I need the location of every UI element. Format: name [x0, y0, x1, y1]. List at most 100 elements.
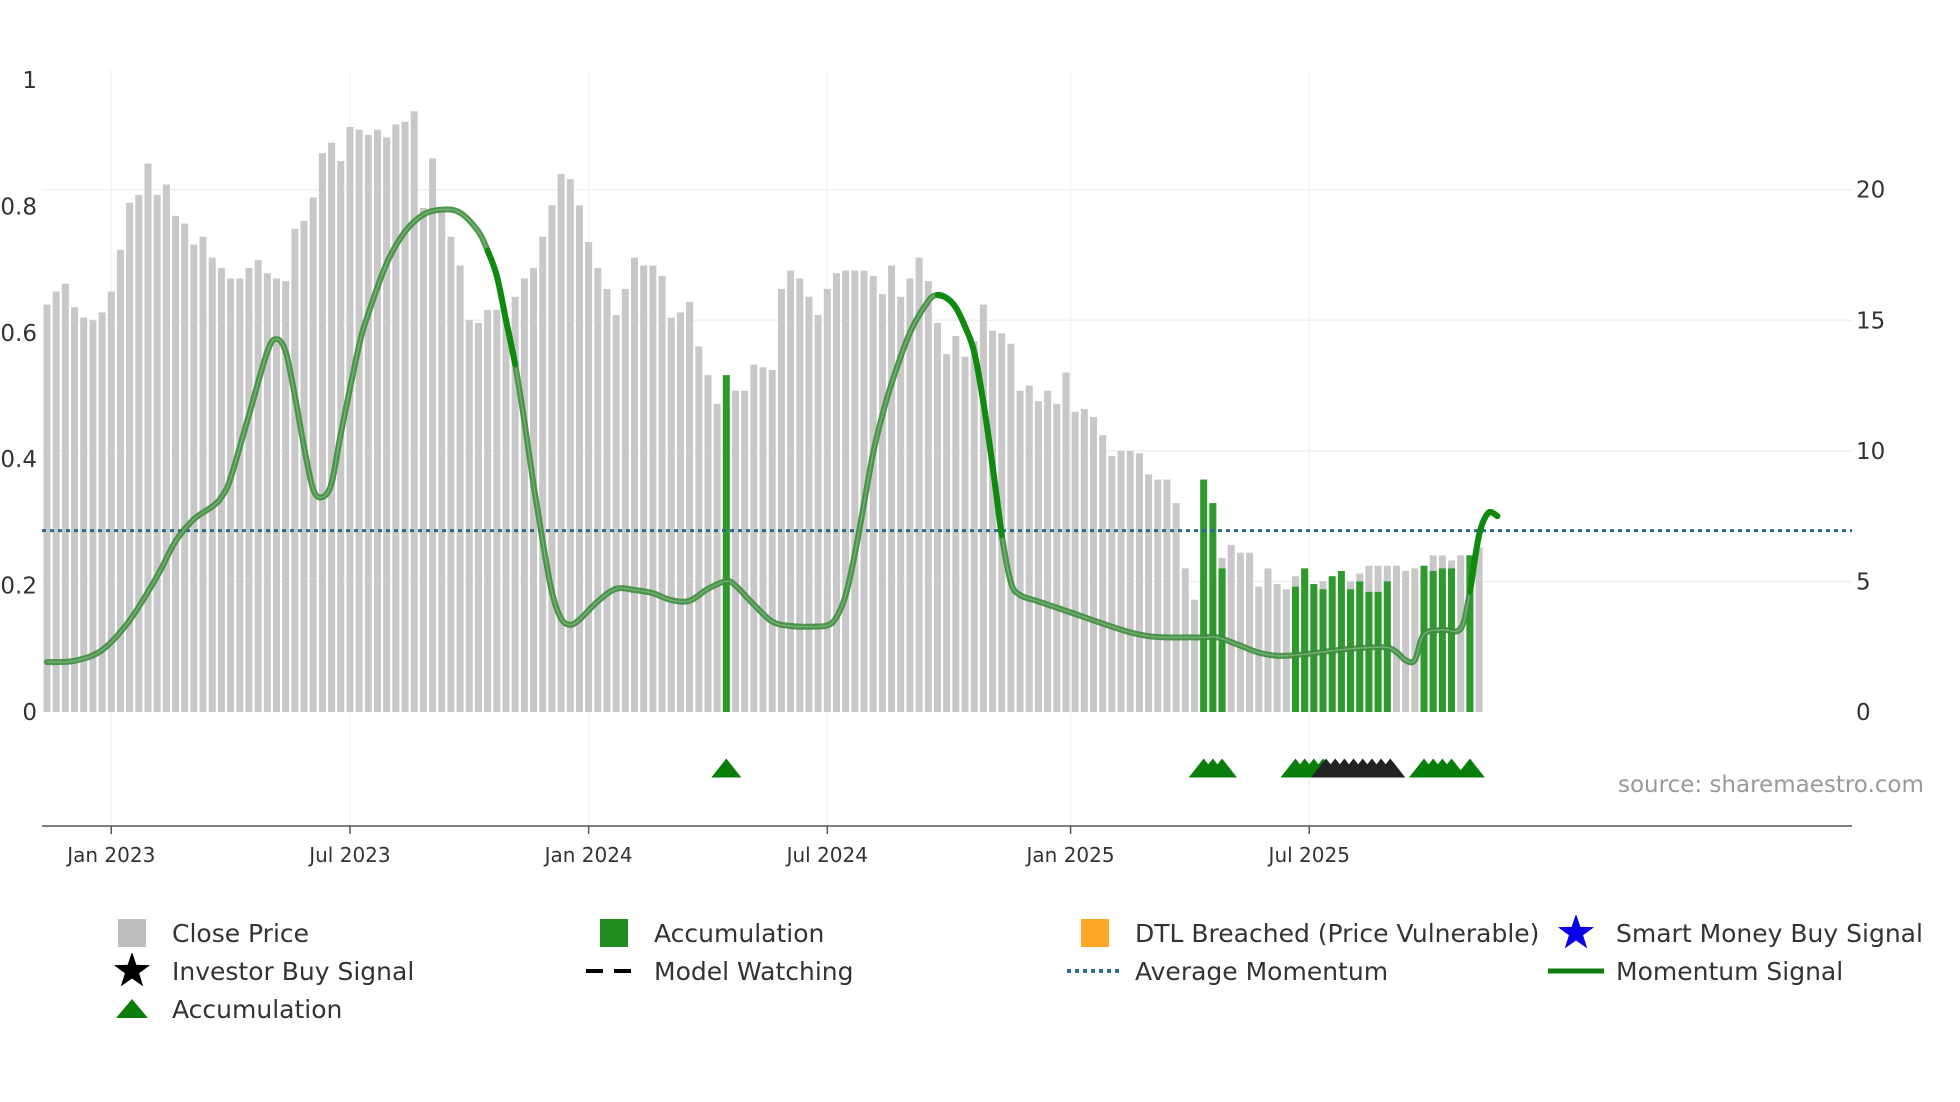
close-price-bar [943, 354, 951, 712]
close-price-bar [1172, 503, 1180, 712]
x-tick-label: Jul 2024 [785, 843, 868, 867]
close-price-bar [383, 137, 391, 713]
close-price-bar [1080, 409, 1088, 712]
close-price-bar [814, 315, 822, 712]
close-price-bar [1117, 450, 1125, 712]
close-price-bar [144, 163, 152, 712]
left-axis-tick-label: 1 [22, 68, 37, 94]
close-price-bar [961, 356, 969, 712]
right-axis-tick-label: 0 [1856, 700, 1871, 726]
close-price-bar [273, 278, 280, 712]
close-price-bar [43, 304, 51, 712]
close-price-bar [640, 265, 648, 712]
close-price-bar [1282, 589, 1290, 712]
triangle-icon [100, 991, 164, 1027]
legend-item: Investor Buy Signal [100, 953, 414, 989]
close-price-bar [548, 205, 556, 712]
legend-label: Model Watching [654, 956, 854, 986]
left-axis-tick-label: 0.8 [0, 194, 37, 220]
close-price-bar [392, 124, 400, 712]
close-price-bar [254, 260, 262, 712]
legend-item: DTL Breached (Price Vulnerable) [1063, 915, 1539, 951]
left-axis-tick-label: 0 [22, 700, 37, 726]
solid-line-icon [1544, 953, 1608, 989]
close-price-bar [1071, 411, 1079, 712]
legend-label: Average Momentum [1135, 956, 1389, 986]
close-price-bar [208, 257, 216, 712]
close-price-bar [924, 281, 932, 712]
close-price-bar [741, 390, 749, 712]
close-price-bar [520, 278, 528, 712]
momentum-signal-strong-segment [1466, 509, 1501, 595]
close-price-bar [676, 312, 684, 712]
close-price-bar [227, 278, 235, 712]
legend-label: Smart Money Buy Signal [1616, 918, 1923, 948]
accumulation-bar [722, 375, 730, 712]
close-price-bar [456, 265, 464, 712]
close-price-bar [181, 223, 189, 713]
close-price-bar [52, 291, 60, 712]
x-tick-label: Jul 2025 [1267, 843, 1350, 867]
close-price-bar [732, 390, 739, 712]
legend-item: Close Price [100, 915, 309, 951]
source-label: source: sharemaestro.com [1618, 772, 1924, 798]
close-price-bar [135, 194, 143, 713]
close-price-bar [199, 236, 207, 712]
momentum-signal-strong-segment [934, 291, 1005, 538]
close-price-bars [43, 111, 1483, 713]
star-icon [1544, 915, 1608, 951]
close-price-bar [612, 315, 620, 712]
close-price-bar [851, 270, 859, 712]
accumulation-bar [1438, 568, 1446, 712]
close-price-bar [667, 317, 675, 712]
close-price-bar [1255, 586, 1263, 712]
close-price-bar [631, 257, 639, 712]
close-price-bar [116, 249, 124, 712]
close-price-bar [346, 127, 354, 713]
close-price-bar [796, 278, 804, 712]
close-price-bar [401, 121, 409, 712]
close-price-bar [888, 265, 896, 712]
close-price-bar [842, 270, 850, 712]
close-price-bar [575, 205, 583, 712]
momentum-signal-strong-segment [484, 247, 519, 368]
close-price-bar [318, 153, 326, 712]
close-price-bar [869, 275, 877, 712]
close-price-bar [1163, 479, 1171, 712]
close-price-bar [621, 288, 629, 712]
close-price-bar [1246, 552, 1254, 712]
accumulation-bar [1337, 570, 1345, 712]
close-price-bar [1090, 416, 1098, 712]
close-price-bar [832, 273, 840, 712]
square-icon [1063, 915, 1127, 951]
close-price-bar [107, 291, 115, 712]
x-tick-label: Jan 2024 [543, 843, 633, 867]
close-price-bar [557, 174, 565, 712]
close-price-bar [153, 194, 161, 713]
close-price-bar [429, 158, 437, 712]
close-price-bar [80, 317, 88, 712]
close-price-bar [493, 309, 501, 712]
close-price-bar [915, 257, 923, 712]
square-icon [100, 915, 164, 951]
close-price-bar [282, 281, 290, 712]
x-tick-label: Jul 2023 [307, 843, 390, 867]
close-price-bar [61, 283, 69, 712]
left-axis-tick-label: 0.4 [0, 447, 37, 473]
x-tick-label: Jan 2025 [1025, 843, 1115, 867]
close-price-bar [98, 312, 106, 712]
legend: Close Price Accumulation DTL Breached (Pri… [100, 915, 1960, 1065]
legend-label: Close Price [172, 918, 310, 948]
close-price-bar [484, 309, 492, 712]
right-axis-tick-label: 10 [1856, 439, 1885, 465]
close-price-bar [1392, 565, 1400, 712]
accumulation-bar [1365, 591, 1373, 712]
legend-item: Momentum Signal [1544, 953, 1843, 989]
momentum-signal-line [44, 206, 1501, 666]
dashed-line-icon [582, 953, 646, 989]
close-price-bar [1099, 435, 1107, 712]
close-price-bar [89, 320, 97, 712]
close-price-bar [245, 268, 253, 712]
close-price-bar [603, 288, 611, 712]
accumulation-marker [1454, 758, 1485, 778]
